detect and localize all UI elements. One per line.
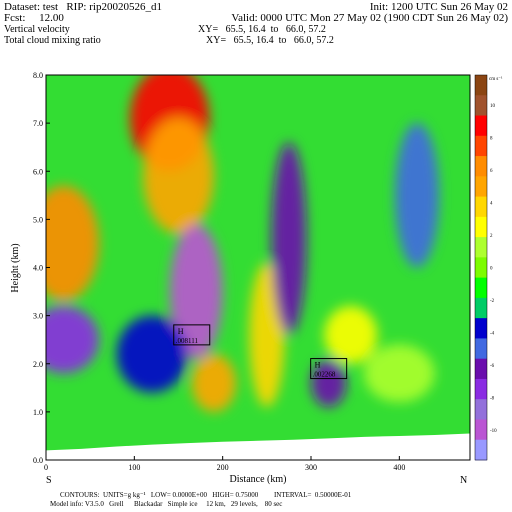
dataset-label: Dataset: test RIP: rip20020526_d1 xyxy=(4,1,162,13)
max-label-box: H.002268 xyxy=(310,358,348,380)
y-axis-label: Height (km) xyxy=(10,243,21,292)
forecast-hour-label: Fcst: 12.00 xyxy=(4,12,64,24)
y-tick-label: 2.0 xyxy=(33,360,43,369)
colorbar-swatch xyxy=(475,95,487,117)
colorbar-tick-label: 4 xyxy=(490,202,493,207)
colorbar-swatch xyxy=(475,216,487,238)
max-letter: H xyxy=(315,361,321,370)
colorbar-swatch xyxy=(475,115,487,137)
colorbar-swatch xyxy=(475,358,487,380)
max-value: .008111 xyxy=(176,337,199,345)
init-time-label: Init: 1200 UTC Sun 26 May 02 xyxy=(369,1,508,13)
colorbar-tick-label: -6 xyxy=(490,364,495,369)
colorbar-tick-label: 6 xyxy=(490,169,493,174)
max-label-box: H.008111 xyxy=(173,324,211,346)
colorbar-swatch xyxy=(475,297,487,319)
colorbar-swatch xyxy=(475,338,487,360)
y-tick-label: 0.0 xyxy=(33,456,43,465)
colorbar-tick-label: 0 xyxy=(490,267,493,272)
y-tick-label: 8.0 xyxy=(33,71,43,80)
colorbar-swatch xyxy=(475,318,487,339)
y-tick-label: 1.0 xyxy=(33,408,43,417)
colorbar-tick-label: -10 xyxy=(490,429,497,434)
y-tick-label: 4.0 xyxy=(33,264,43,273)
x-end-label-south: S xyxy=(46,475,52,486)
field-blob xyxy=(143,118,214,234)
contours-info: CONTOURS: UNITS=g kg⁻¹ LOW= 0.0000E+00 H… xyxy=(60,491,352,499)
field2-xy: XY= 65.5, 16.4 to 66.0, 57.2 xyxy=(206,35,334,46)
field-blob xyxy=(364,344,435,403)
colorbar-swatch xyxy=(475,156,487,177)
field-blob xyxy=(324,306,378,364)
colorbar-tick-label: 8 xyxy=(490,137,493,142)
field1-name: Vertical velocity xyxy=(4,24,70,35)
colorbar-swatch xyxy=(475,399,487,420)
field2-name: Total cloud mixing ratio xyxy=(4,35,101,46)
colorbar-tick-label: 10 xyxy=(490,104,496,109)
colorbar-tick-label: -2 xyxy=(490,299,495,304)
valid-time-label: Valid: 0000 UTC Mon 27 May 02 (1900 CDT … xyxy=(231,12,508,24)
colorbar-swatch xyxy=(475,135,487,157)
y-tick-label: 5.0 xyxy=(33,215,43,224)
x-axis-label: Distance (km) xyxy=(230,474,287,485)
colorbar-swatch xyxy=(475,277,487,299)
colorbar-swatch xyxy=(475,439,487,461)
terrain-mask xyxy=(46,433,470,460)
field-blob xyxy=(311,358,347,408)
field-blob xyxy=(394,123,440,268)
colorbar-unit: cm s⁻¹ xyxy=(489,76,503,82)
x-end-label-north: N xyxy=(460,475,467,486)
x-tick-label: 400 xyxy=(393,463,405,472)
y-tick-label: 7.0 xyxy=(33,119,43,128)
colorbar-swatch xyxy=(475,176,487,198)
colorbar-tick-label: -8 xyxy=(490,397,495,402)
colorbar-tick-label: 2 xyxy=(490,234,493,239)
x-tick-label: 300 xyxy=(305,463,317,472)
y-tick-label: 6.0 xyxy=(33,167,43,176)
colorbar-swatch xyxy=(475,257,487,279)
x-tick-label: 0 xyxy=(44,463,48,472)
field-blob xyxy=(271,142,307,335)
field-blob xyxy=(46,185,99,302)
colorbar-swatch xyxy=(475,419,487,441)
y-tick-label: 3.0 xyxy=(33,312,43,321)
max-letter: H xyxy=(178,327,184,336)
colorbar-swatch xyxy=(475,75,487,96)
colorbar-swatch xyxy=(475,378,487,400)
field-blob xyxy=(191,354,236,412)
field-blob xyxy=(116,315,188,393)
field-blob xyxy=(46,306,99,374)
model-info: Model info: V3.5.0 Grell Blackadar Simpl… xyxy=(50,500,283,508)
colorbar-swatch xyxy=(475,237,487,258)
colorbar-swatch xyxy=(475,196,487,218)
x-tick-label: 100 xyxy=(128,463,140,472)
x-tick-label: 200 xyxy=(217,463,229,472)
colorbar-tick-label: -4 xyxy=(490,332,495,337)
field1-xy: XY= 65.5, 16.4 to 66.0, 57.2 xyxy=(198,24,326,35)
max-value: .002268 xyxy=(313,371,336,379)
